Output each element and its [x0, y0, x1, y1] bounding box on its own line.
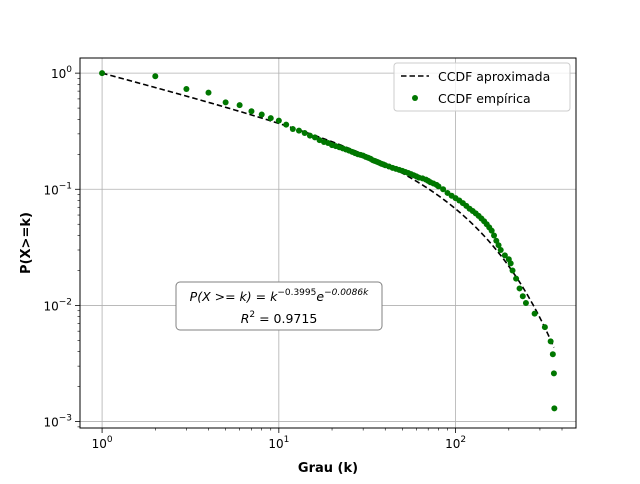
y-tick-label: 10−1 — [43, 181, 72, 197]
x-tick-label: 101 — [268, 435, 289, 451]
data-point — [183, 86, 190, 93]
x-tick-label: 100 — [92, 435, 113, 451]
data-point — [283, 121, 290, 128]
data-point — [435, 183, 442, 190]
x-axis-ticks: 100 101 102 — [92, 428, 563, 451]
data-point — [509, 267, 516, 274]
data-point — [152, 73, 159, 80]
data-point — [522, 299, 529, 306]
y-tick-label: 10−3 — [43, 414, 72, 430]
legend-label-empirical: CCDF empírica — [438, 91, 531, 106]
data-point — [531, 310, 538, 317]
fit-curve-layer — [101, 72, 555, 348]
data-point — [551, 405, 558, 412]
data-point — [547, 338, 554, 345]
y-axis-label: P(X>=k) — [19, 212, 34, 274]
data-point — [513, 275, 520, 282]
data-point — [541, 324, 548, 331]
data-point — [289, 126, 296, 133]
legend-point-swatch — [412, 95, 418, 101]
data-point — [497, 247, 504, 253]
x-tick-label: 102 — [445, 435, 466, 451]
data-point — [440, 186, 447, 193]
y-tick-label: 10−2 — [43, 297, 72, 313]
fit-curve — [101, 72, 555, 348]
data-point — [205, 89, 212, 96]
data-point — [222, 99, 229, 106]
data-point — [306, 132, 313, 139]
annotation-r-squared: R2 = 0.9715 — [241, 310, 318, 326]
plot-frame — [79, 57, 577, 429]
data-point — [248, 108, 255, 115]
data-point — [99, 70, 106, 77]
legend-label-fit: CCDF aproximada — [438, 69, 550, 84]
data-point — [495, 242, 502, 249]
x-axis-label: Grau (k) — [298, 461, 358, 476]
data-point — [550, 370, 557, 377]
annotation-box: P(X >= k) = k−0.3995e−0.0086k R2 = 0.971… — [175, 281, 383, 331]
data-point — [295, 127, 302, 134]
scatter-points-layer — [99, 70, 558, 412]
data-point — [516, 285, 523, 292]
data-point — [311, 134, 318, 141]
data-point — [275, 117, 282, 124]
y-axis-ticks: 10−3 10−2 10−1 100 — [43, 65, 80, 430]
legend: CCDF aproximada CCDF empírica — [393, 62, 571, 112]
data-point — [488, 227, 495, 234]
data-point — [491, 232, 498, 239]
data-point — [267, 115, 274, 122]
data-point — [549, 351, 556, 358]
data-point — [507, 260, 514, 267]
data-point — [236, 102, 243, 109]
data-point — [519, 293, 526, 300]
annotation-formula: P(X >= k) = k−0.3995e−0.0086k — [190, 288, 369, 304]
data-point — [258, 111, 265, 118]
data-point — [301, 130, 308, 137]
data-point — [501, 252, 508, 259]
y-tick-label: 100 — [51, 65, 72, 81]
